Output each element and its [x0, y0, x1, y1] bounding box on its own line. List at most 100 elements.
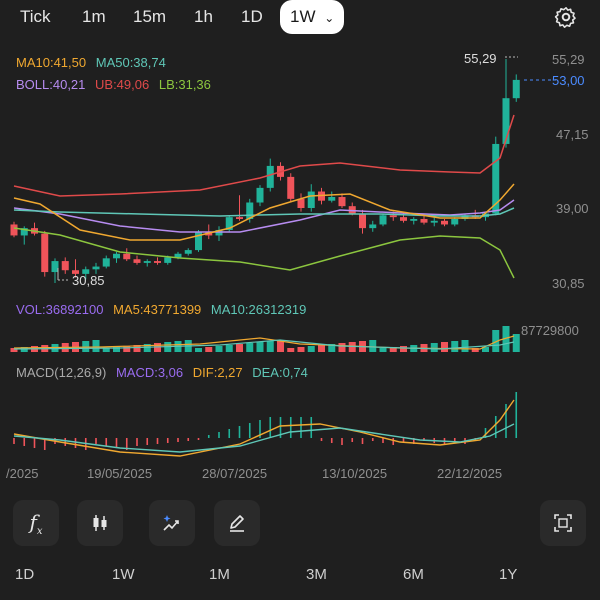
- candle-body: [338, 197, 346, 207]
- pencil-icon: [230, 515, 244, 532]
- candle-body: [359, 213, 366, 229]
- candle-body: [72, 270, 79, 274]
- candle-body: [420, 218, 428, 223]
- range-selector: 1D 1W 1M 3M 6M 1Y: [0, 566, 600, 590]
- candle-body: [10, 224, 18, 236]
- volume-bar: [287, 348, 295, 352]
- volume-bar: [205, 347, 213, 352]
- volume-bar: [215, 346, 223, 352]
- volume-bar: [318, 345, 325, 352]
- range-3m[interactable]: 3M: [306, 566, 327, 583]
- chevron-down-icon: ⌄: [324, 11, 335, 25]
- range-1d[interactable]: 1D: [15, 566, 35, 583]
- candle-body: [82, 269, 90, 274]
- ub-value: UB:49,06: [95, 77, 150, 92]
- candle-body: [92, 266, 100, 270]
- tab-1h[interactable]: 1h: [194, 7, 213, 26]
- volume-ma10-line: [13, 339, 515, 350]
- date-label-2: 19/05/2025: [87, 466, 153, 481]
- draw-button[interactable]: [214, 500, 260, 546]
- ai-analysis-button[interactable]: [149, 500, 195, 546]
- price-chart[interactable]: [0, 34, 600, 484]
- candle-body: [113, 253, 120, 259]
- candle-body: [174, 253, 182, 258]
- sparkle-chart-icon: [163, 515, 179, 531]
- volume-bar: [195, 348, 202, 352]
- candle-body: [236, 217, 243, 219]
- chart-type-button[interactable]: [77, 500, 123, 546]
- volume-bar: [113, 347, 120, 352]
- tab-1w-dropdown[interactable]: 1W ⌄: [280, 0, 345, 34]
- range-1m[interactable]: 1M: [209, 566, 230, 583]
- volume-bar: [133, 345, 141, 352]
- tab-15m[interactable]: 15m: [133, 7, 167, 26]
- candle-body: [451, 218, 459, 225]
- candle-body: [246, 202, 254, 219]
- volume-bar: [143, 344, 151, 352]
- candle-body: [266, 165, 274, 188]
- boll-mid-line: [13, 199, 515, 233]
- vol-ma10-value: MA10:26312319: [210, 302, 307, 317]
- price-label-top: 55,29: [552, 52, 585, 67]
- candle-body: [430, 220, 438, 223]
- candle-body: [502, 98, 510, 144]
- candle-body: [184, 250, 192, 254]
- candle-body: [256, 187, 264, 203]
- candle-body: [512, 79, 520, 99]
- dea-value: DEA:0,74: [252, 365, 308, 380]
- volume-bar: [471, 348, 479, 352]
- candle-body: [123, 253, 131, 260]
- range-1y[interactable]: 1Y: [499, 566, 518, 583]
- dea-line: [13, 423, 515, 453]
- volume-bar: [328, 344, 336, 352]
- active-timeframe-label: 1W: [290, 7, 316, 26]
- price-label-current: 53,00: [552, 73, 585, 88]
- volume-bar: [307, 346, 315, 352]
- candle-body: [441, 220, 448, 225]
- candlestick-icon: [93, 515, 107, 531]
- dif-line: [13, 399, 515, 457]
- candle-body: [41, 233, 49, 273]
- tab-tick[interactable]: Tick: [20, 7, 51, 26]
- date-label-4: 13/10/2025: [322, 466, 388, 481]
- candle-body: [195, 231, 202, 251]
- volume-bar: [10, 348, 18, 352]
- tab-1m[interactable]: 1m: [82, 7, 106, 26]
- macd-legend: MACD(12,26,9) MACD:3,06 DIF:2,27 DEA:0,7…: [16, 365, 308, 380]
- candle-body: [379, 215, 387, 225]
- volume-bar: [512, 334, 520, 352]
- volume-legend: VOL:36892100 MA5:43771399 MA10:26312319: [16, 302, 306, 317]
- timeframe-bar: Tick 1m 15m 1h 1D 1W ⌄: [0, 0, 600, 34]
- price-label-47: 47,15: [556, 127, 589, 142]
- volume-bar: [246, 343, 254, 352]
- volume-axis-label: 87729800: [521, 323, 579, 338]
- volume-bar: [236, 344, 243, 352]
- volume-bar: [400, 346, 407, 352]
- price-label-30: 30,85: [552, 276, 585, 291]
- chart-toolbar: fx: [0, 500, 600, 548]
- indicator-button[interactable]: fx: [13, 500, 59, 546]
- volume-bar: [154, 343, 161, 352]
- volume-bar: [461, 340, 469, 352]
- date-label-1: /2025: [6, 466, 39, 481]
- range-1w[interactable]: 1W: [112, 566, 135, 583]
- candle-body: [225, 217, 233, 230]
- tab-1d[interactable]: 1D: [241, 7, 263, 26]
- date-label-5: 22/12/2025: [437, 466, 503, 481]
- gear-icon[interactable]: [554, 5, 578, 29]
- high-marker-label: 55,29: [464, 51, 497, 66]
- ma-legend: MA10:41,50 MA50:38,74: [16, 55, 166, 70]
- volume-bar: [277, 340, 284, 352]
- candle-body: [133, 259, 141, 263]
- fullscreen-icon: [554, 514, 572, 532]
- candle-body: [492, 143, 500, 214]
- date-label-3: 28/07/2025: [202, 466, 268, 481]
- macd-value: MACD:3,06: [115, 365, 184, 380]
- candle-body: [389, 215, 397, 218]
- ma10-value: MA10:41,50: [16, 55, 87, 70]
- volume-bar: [92, 340, 100, 352]
- volume-bar: [451, 341, 459, 352]
- candle-body: [369, 224, 377, 229]
- range-6m[interactable]: 6M: [403, 566, 424, 583]
- fullscreen-button[interactable]: [540, 500, 586, 546]
